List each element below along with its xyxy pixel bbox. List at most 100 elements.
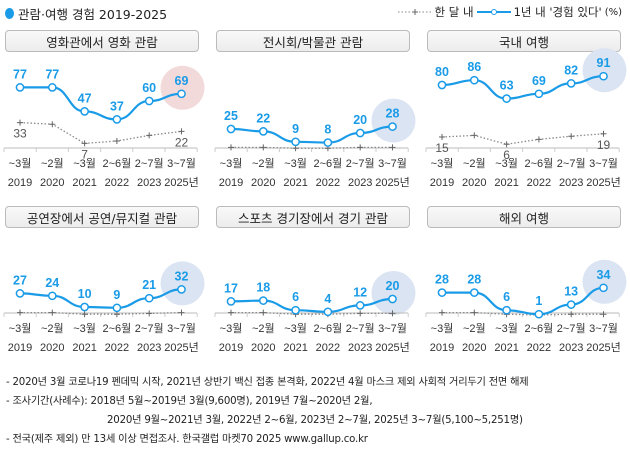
legend-yearly-label: 1년 내 '경험 있다' xyxy=(513,5,602,19)
yearly-series-line xyxy=(230,297,393,313)
chart-title-text: 관람·여행 경험 2019-2025 xyxy=(18,7,168,22)
monthly-data-label: 33 xyxy=(13,127,27,141)
yearly-point xyxy=(566,79,576,88)
legend-monthly-label: 한 달 내 xyxy=(434,5,474,19)
panel-title-movie: 영화관에서 영화 관람 xyxy=(5,30,199,52)
yearly-point xyxy=(469,288,479,297)
x-tick-label-period: 3~7월 xyxy=(167,157,196,170)
monthly-series-line xyxy=(441,133,604,145)
x-tick-label-year: 2019 xyxy=(430,342,454,354)
yearly-point xyxy=(534,309,544,319)
x-tick-label-year: 2021 xyxy=(72,342,96,354)
yearly-data-label: 13 xyxy=(564,285,578,299)
yearly-data-label: 47 xyxy=(78,91,92,105)
monthly-point xyxy=(439,134,445,140)
yearly-point xyxy=(323,307,333,317)
x-tick-label-period: ~3월 xyxy=(220,322,243,335)
note-1: - 2020년 3월 코로나19 펜데믹 시작, 2021년 상반기 백신 접종… xyxy=(6,377,529,388)
monthly-point xyxy=(49,309,56,316)
yearly-point xyxy=(47,291,57,301)
yearly-point xyxy=(80,302,89,312)
yearly-point xyxy=(291,137,300,147)
note-4: - 전국(제주 제외) 만 13세 이상 면접조사. 한국갤럽 마켓70 202… xyxy=(6,434,368,445)
panel-title-overseas-travel: 해외 여행 xyxy=(427,206,621,228)
highlight-circle xyxy=(582,48,627,93)
yearly-point xyxy=(80,107,89,116)
x-tick-label-year: 2025년 xyxy=(164,341,199,354)
x-tick-label-period: 2~7월 xyxy=(557,157,586,170)
monthly-point xyxy=(17,309,23,316)
x-tick-label-year: 2022 xyxy=(316,342,340,354)
yearly-point xyxy=(144,96,154,106)
yearly-data-label: 82 xyxy=(564,63,578,77)
x-tick-label-year: 2025년 xyxy=(375,176,410,189)
monthly-series-line xyxy=(19,121,182,145)
yearly-data-label: 25 xyxy=(224,109,238,123)
x-tick-label-period: ~2월 xyxy=(252,157,275,170)
x-tick-label-period: ~2월 xyxy=(41,322,64,335)
highlight-circle xyxy=(160,65,205,110)
monthly-series-line xyxy=(20,311,182,315)
x-tick-label-year: 2019 xyxy=(430,177,454,189)
bullet-icon xyxy=(5,8,14,19)
monthly-point xyxy=(17,119,23,126)
yearly-point xyxy=(437,80,447,90)
x-tick-label-year: 2025년 xyxy=(586,341,621,354)
yearly-data-label: 6 xyxy=(503,290,510,304)
monthly-point xyxy=(535,136,542,143)
yearly-series-line xyxy=(20,86,182,121)
monthly-point xyxy=(389,144,396,151)
yearly-data-label: 86 xyxy=(467,60,481,74)
monthly-point xyxy=(113,311,120,318)
monthly-point xyxy=(471,309,478,316)
x-tick-label-year: 2023 xyxy=(559,342,583,354)
yearly-data-label: 28 xyxy=(435,273,449,287)
monthly-data-label: 6 xyxy=(503,148,510,162)
monthly-point xyxy=(503,141,510,148)
x-tick-label-period: ~3월 xyxy=(495,322,518,335)
yearly-data-label: 34 xyxy=(597,268,611,282)
yearly-data-label: 69 xyxy=(175,74,189,88)
x-tick-label-year: 2021 xyxy=(494,342,518,354)
monthly-series-line xyxy=(231,311,393,315)
x-tick-label-year: 2022 xyxy=(105,342,129,354)
footnotes: - 2020년 3월 코로나19 펜데믹 시작, 2021년 상반기 백신 접종… xyxy=(6,373,529,449)
monthly-point xyxy=(178,309,185,316)
x-tick-label-period: ~2월 xyxy=(463,322,486,335)
monthly-point xyxy=(178,128,185,135)
panel-title-exhibition: 전시회/박물관 관람 xyxy=(216,30,410,52)
yearly-data-label: 60 xyxy=(142,81,156,95)
x-tick-label-year: 2023 xyxy=(559,177,583,189)
legend: 한 달 내 1년 내 '경험 있다' (%) xyxy=(397,4,622,20)
yearly-data-label: 24 xyxy=(45,276,59,290)
x-tick-label-year: 2021 xyxy=(283,177,307,189)
yearly-point xyxy=(258,127,268,136)
x-tick-label-period: 3~7월 xyxy=(378,157,407,170)
yearly-data-label: 22 xyxy=(256,111,270,125)
x-tick-label-year: 2023 xyxy=(348,342,372,354)
yearly-data-label: 10 xyxy=(78,287,92,301)
x-tick-label-period: ~3월 xyxy=(431,157,454,170)
x-tick-label-period: ~3월 xyxy=(73,322,96,335)
x-tick-label-period: ~3월 xyxy=(284,322,307,335)
yearly-point xyxy=(291,305,300,315)
monthly-point xyxy=(113,138,120,144)
legend-unit: (%) xyxy=(604,6,622,18)
yearly-data-label: 80 xyxy=(435,65,449,79)
yearly-point xyxy=(323,138,333,147)
yearly-point xyxy=(15,289,25,298)
yearly-data-label: 17 xyxy=(224,281,238,295)
monthly-point xyxy=(357,310,364,317)
yearly-data-label: 28 xyxy=(467,273,481,287)
monthly-point xyxy=(568,311,575,318)
yearly-data-label: 20 xyxy=(386,279,400,293)
x-tick-label-year: 2023 xyxy=(348,177,372,189)
yearly-data-label: 20 xyxy=(353,113,367,127)
yearly-data-label: 28 xyxy=(386,107,400,121)
yearly-point xyxy=(599,71,608,81)
monthly-point xyxy=(81,311,88,318)
yearly-data-label: 18 xyxy=(256,281,270,295)
yearly-point xyxy=(177,89,186,99)
x-tick-label-period: ~2월 xyxy=(41,157,64,170)
